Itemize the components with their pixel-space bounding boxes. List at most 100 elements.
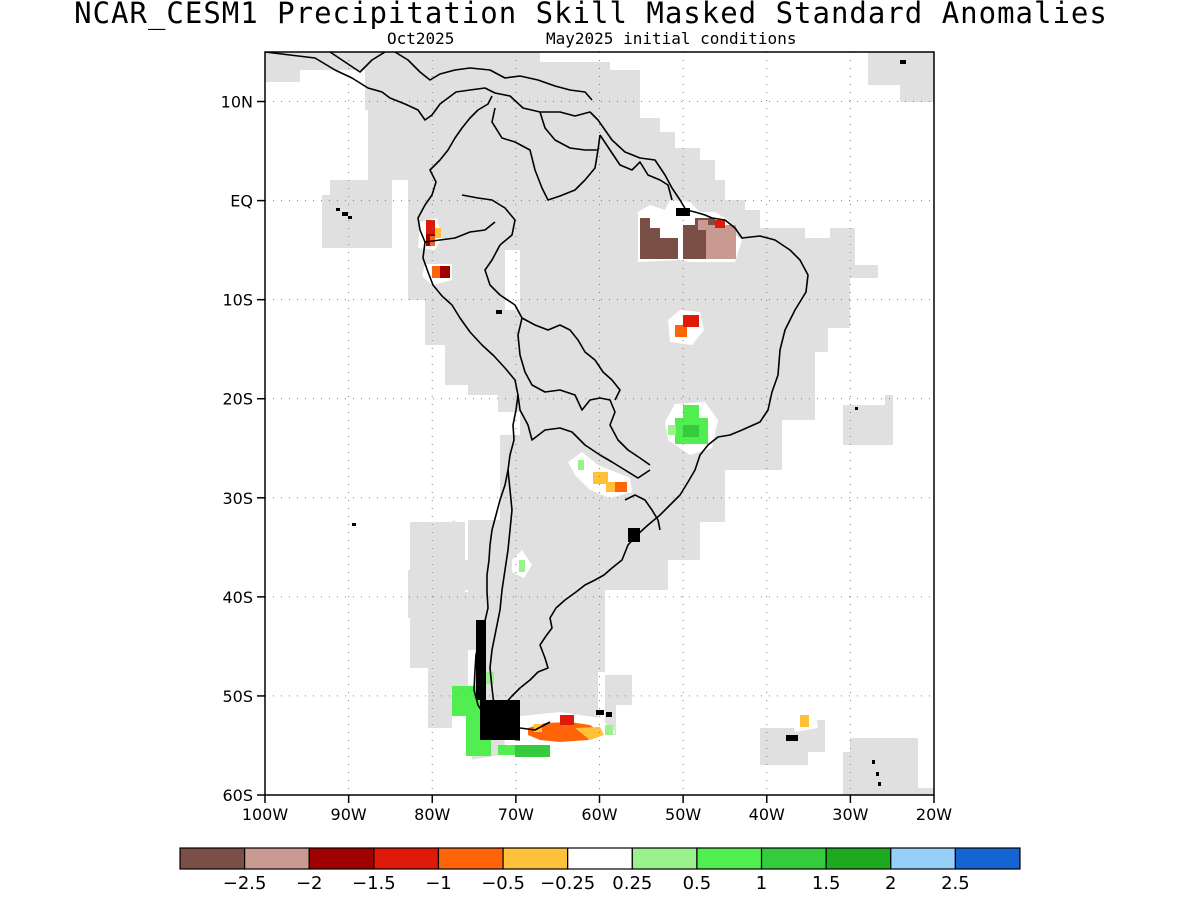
initial-conditions-label: May2025 initial conditions	[546, 29, 797, 48]
cell-se-brazil-1	[683, 405, 699, 420]
lat-tick-label: 10S	[222, 291, 253, 310]
border-andes	[489, 469, 513, 721]
mask-ocean-sw	[408, 522, 470, 728]
lon-tick-label: 30W	[832, 805, 868, 824]
cell-se-brazil-3	[683, 425, 699, 437]
south-sandwich-3	[878, 782, 881, 786]
colorbar-swatch-3	[373, 847, 440, 870]
cell-satl-5	[605, 725, 613, 735]
lon-tick-label: 70W	[498, 805, 534, 824]
colorbar-label: 2	[885, 873, 896, 894]
colorbar-swatch-6	[567, 847, 633, 870]
border-bolivia	[517, 317, 651, 466]
cell-sgeorgia-1	[800, 715, 809, 727]
lat-tick-label: 20S	[222, 390, 253, 409]
colorbar-swatch-2	[308, 847, 375, 870]
cell-paraguay-2	[593, 472, 608, 484]
cell-n-brazil-7	[698, 220, 708, 230]
cell-peru-1	[432, 266, 440, 278]
lat-tick-label: 30S	[222, 489, 253, 508]
falklands-2	[606, 712, 612, 717]
cell-c-brazil-2	[683, 315, 699, 327]
mask-ocean-mid-atlantic	[605, 675, 632, 735]
south-sandwich-1	[872, 760, 875, 764]
colorbar-swatch-8	[696, 847, 763, 870]
south-sandwich-2	[876, 772, 879, 776]
colorbar-label: −1	[425, 873, 452, 894]
mask-continent	[380, 52, 878, 760]
cell-ecuador-1	[426, 220, 435, 234]
anomaly-layer	[418, 200, 818, 765]
cell-paraguay-1	[578, 460, 584, 470]
lake-titicaca	[496, 310, 502, 314]
coastline-sa-east	[499, 209, 809, 731]
colorbar-label: 1	[756, 873, 767, 894]
coastline-pacific-colombia	[417, 95, 493, 231]
mask-south-georgia-area	[760, 720, 825, 765]
south-georgia	[786, 735, 798, 741]
colorbar-swatch-1	[244, 847, 310, 870]
cell-satl-1	[528, 722, 600, 742]
colorbar-label: 0.25	[612, 873, 652, 894]
lon-tick-label: 40W	[749, 805, 785, 824]
colorbar-swatch-5	[502, 847, 569, 870]
colorbar-label: −0.25	[540, 873, 595, 894]
lat-tick-label: EQ	[230, 192, 253, 211]
lon-tick-label: 80W	[414, 805, 450, 824]
cell-chile-1	[452, 686, 480, 716]
mask-ocean-top-left	[265, 52, 380, 82]
colorbar-label: 2.5	[941, 873, 970, 894]
lon-tick-label: 60W	[581, 805, 617, 824]
cell-chile-3	[486, 672, 494, 684]
cell-peru-2	[440, 266, 450, 278]
galapagos-dot-1	[336, 208, 340, 211]
cell-satl-3	[560, 715, 574, 725]
island-dots	[336, 60, 906, 786]
lon-tick-label: 50W	[665, 805, 701, 824]
cell-argentina-1	[519, 560, 525, 572]
cell-se-brazil-4	[668, 425, 676, 435]
patos-lagoon	[628, 528, 640, 542]
cell-tdf-2	[498, 745, 515, 755]
lat-tick-label: 10N	[221, 93, 253, 112]
lon-tick-label: 20W	[916, 805, 952, 824]
cell-ecuador-3	[435, 228, 441, 238]
cell-paraguay-3	[606, 482, 618, 492]
mask-se-ocean	[843, 738, 934, 795]
colorbar-label: −2	[296, 873, 323, 894]
coastline-central-america	[265, 52, 687, 211]
cell-n-brazil-1	[640, 218, 650, 238]
colorbar-swatch-10	[825, 847, 892, 870]
colorbar-swatch-9	[760, 847, 827, 870]
lat-tick-label: 50S	[222, 687, 253, 706]
forecast-month: Oct2025	[387, 29, 455, 48]
chilean-archipelago	[476, 620, 486, 700]
cell-n-brazil-2	[640, 238, 678, 259]
border-peru-ecuador	[424, 221, 496, 243]
mask-ne-ocean	[868, 52, 934, 102]
marajo-island	[676, 208, 690, 216]
border-guianas	[599, 134, 673, 201]
pacific-dot	[352, 523, 356, 526]
coastline-layer	[265, 52, 809, 741]
colorbar-swatch-11	[890, 847, 956, 870]
cell-tdf-1	[515, 745, 550, 757]
colorbar-label: −2.5	[223, 873, 267, 894]
border-bolivia-brazil	[594, 359, 621, 401]
cell-n-brazil-6	[706, 225, 736, 259]
coastline-caribbean	[329, 52, 593, 101]
colorbar-label: 0.5	[683, 873, 712, 894]
lon-tick-label: 90W	[331, 805, 367, 824]
colorbar-label: −1.5	[352, 873, 396, 894]
border-venezuela-interior	[539, 111, 598, 151]
cell-paraguay-4	[615, 482, 627, 492]
galapagos-dot-2	[342, 212, 348, 216]
border-peru-brazil	[484, 244, 596, 361]
falklands-1	[596, 710, 604, 715]
colorbar-swatch-7	[631, 847, 698, 870]
coastline-sa-west	[419, 229, 521, 741]
tierra-del-fuego	[480, 700, 520, 740]
skill-mask-layer	[265, 52, 934, 795]
cell-n-brazil-3	[650, 228, 660, 238]
colorbar-label: −0.5	[481, 873, 525, 894]
